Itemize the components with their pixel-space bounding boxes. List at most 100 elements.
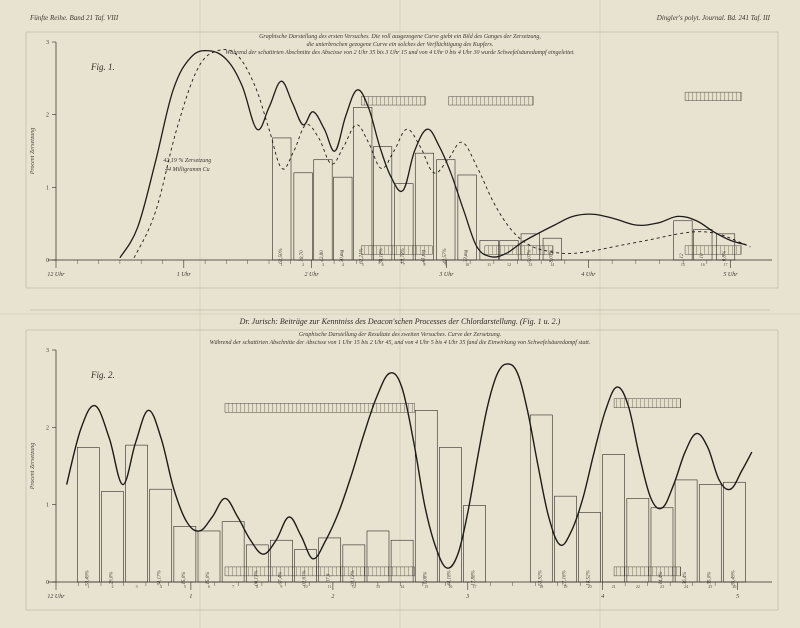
fig1-x-label: 5 Uhr xyxy=(723,272,738,278)
fig2-y-tick-label: 1 xyxy=(46,503,49,509)
fig1-x-label: 2 Uhr xyxy=(305,272,320,278)
fig1-bar-label: 0,07% xyxy=(527,250,532,263)
fig2-bar-index: 2 xyxy=(111,584,113,589)
fig2-bar-index: 25 xyxy=(708,584,712,589)
fig1-bar-index: 7 xyxy=(403,262,405,267)
fig1-x-label: 12 Uhr xyxy=(47,272,65,278)
fig2-y-label: Procent Zersetzung xyxy=(30,443,36,491)
fig1-x-label: 1 Uhr xyxy=(177,272,192,278)
fig1-legend: 42,19 % Zersetzung xyxy=(163,157,211,164)
fig2-y-tick-label: 3 xyxy=(46,348,49,354)
fig1-bar-index: 10 xyxy=(465,262,469,267)
fig2-y-tick-label: 2 xyxy=(46,425,49,431)
fig1-bar-index: 13 xyxy=(528,262,532,267)
fig2-bar-index: 6 xyxy=(208,584,210,589)
fig1-bar-index: 12 xyxy=(507,262,511,267)
fig1-bar-index: 8 xyxy=(423,262,425,267)
fig1-bar-index: 6 xyxy=(382,262,384,267)
fig2-bar-index: 4 xyxy=(160,584,162,589)
fig2-bar-index: 24 xyxy=(684,584,688,589)
mid-title: Dr. Jurisch: Beiträge zur Kenntniss des … xyxy=(239,317,561,326)
header-left: Fünfte Reihe. Band 21 Taf. VIII xyxy=(29,14,119,22)
fig1-y-tick-label: 3 xyxy=(46,40,49,46)
fig1-y-tick-label: 1 xyxy=(46,185,49,191)
fig2-x-label: 4 xyxy=(601,593,604,600)
fig2-x-label: 1 xyxy=(189,594,192,600)
fig1-bar-label: 10 xyxy=(700,253,705,259)
header-right: Dingler's polyt. Journal. Bd. 241 Taf. I… xyxy=(656,14,771,22)
fig1-x-label: 4 Uhr xyxy=(581,271,596,278)
fig2-bar-index: 12 xyxy=(352,584,356,589)
fig1-y-label: Procent Zersetzung xyxy=(30,128,36,176)
fig1-bar-label: 12 xyxy=(680,253,685,259)
fig2-bar-label: 07,4% xyxy=(278,572,283,585)
fig2-bar-index: 3 xyxy=(136,584,138,589)
fig2-bar-index: 5 xyxy=(184,584,186,589)
fig2-bar-label: 15,0% xyxy=(182,572,187,585)
fig1-bar-label: 38,70 xyxy=(300,250,305,262)
fig1-bar-index: 3 xyxy=(322,262,324,267)
plate-root: { "page": { "width": 800, "height": 628,… xyxy=(0,0,800,628)
fig1-bar-index: 15 xyxy=(681,262,685,267)
fig2-bar-index: 9 xyxy=(280,584,282,589)
fig2-caption: Während der schattirten Abschnitte der A… xyxy=(210,339,591,346)
fig2-bar-label: 35,0% xyxy=(707,572,712,585)
fig2-hatched-band xyxy=(225,403,415,412)
fig1-hatched-band xyxy=(685,92,741,101)
fig1-caption: Während der schattirten Abschnitte des A… xyxy=(225,49,574,56)
fig2-x-label: 12 Uhr xyxy=(47,594,65,600)
fig2-bar-index: 7 xyxy=(232,584,234,589)
fig2-bar-index: 23 xyxy=(660,584,664,589)
fig1-hatched-band xyxy=(361,97,425,106)
fig2-bar-index: 1 xyxy=(87,584,89,589)
fig2-bar-index: 8 xyxy=(256,584,258,589)
fig1-bar-label: 0,8% xyxy=(723,251,728,261)
fig2-bar-index: 22 xyxy=(636,584,640,589)
fig2-bar-index: 10 xyxy=(304,584,308,589)
fig2-bar-index: 18 xyxy=(539,584,543,589)
fig1-bar-index: 4 xyxy=(342,262,344,267)
fig1-caption: die unterbrochen gezogene Curve ein solc… xyxy=(307,41,494,48)
fig2-x-label: 5 xyxy=(736,594,739,600)
fig1-caption: Graphische Darstellung des ersten Versuc… xyxy=(259,34,541,40)
fig1-bar-index: 9 xyxy=(445,262,447,267)
fig2-bar-label: 07,6 xyxy=(327,573,332,582)
fig1-bar-label: 30,mg xyxy=(340,249,345,262)
fig2-bar-label: 15,0% xyxy=(206,572,211,585)
fig2-bar-label: 14,4% xyxy=(659,572,664,585)
fig1-legend: 44 Milligramm Cu xyxy=(165,166,210,173)
fig1-bar-index: 17 xyxy=(724,262,728,267)
fig2-caption: Graphische Darstellung der Resultate des… xyxy=(299,332,501,338)
fig2-x-label: 3 xyxy=(465,594,469,600)
fig1-bar-index: 1 xyxy=(281,262,283,267)
fig2-bar-index: 26 xyxy=(732,584,736,589)
fig2-bar-index: 20 xyxy=(588,584,592,589)
fig2-bar-index: 17 xyxy=(473,584,477,589)
fig2-hatched-band xyxy=(614,399,681,408)
fig1-y-tick-label: 2 xyxy=(46,113,49,119)
plate-svg: Fünfte Reihe. Band 21 Taf. VIII Dingler's… xyxy=(0,0,800,628)
fig2-bar-index: 13 xyxy=(376,584,380,589)
fig2-bar-index: 11 xyxy=(328,584,332,589)
fig2-hatched-band xyxy=(614,567,681,576)
fig1-bar-label: 33,mg xyxy=(464,249,469,262)
fig1-bar-index: 11 xyxy=(487,262,491,267)
fig1-label: Fig. 1. xyxy=(90,62,115,72)
fig2-x-label: 2 xyxy=(331,594,334,600)
fig1-bar-index: 16 xyxy=(701,262,705,267)
fig2-bar-index: 16 xyxy=(448,584,452,589)
fig1-bar-label: 41,mg xyxy=(421,249,426,262)
fig1-bar-label: 42,80 xyxy=(320,250,325,262)
fig1-bar-label: 8,07% xyxy=(549,250,554,263)
fig2-label: Fig. 2. xyxy=(90,370,115,380)
fig2-bar-index: 21 xyxy=(612,584,616,589)
fig2-y-tick-label: 0 xyxy=(46,580,49,586)
fig2-bar-label: 36,4% xyxy=(683,572,688,585)
fig2-bar-index: 14 xyxy=(400,584,404,589)
fig1-y-tick-label: 0 xyxy=(46,258,49,264)
fig1-bar-index: 2 xyxy=(302,262,304,267)
fig1-bar-index: 14 xyxy=(550,262,554,267)
fig1-bar-index: 5 xyxy=(362,262,364,267)
fig2-bar-label: 29,0% xyxy=(109,572,114,585)
fig2-bar-label: 1,08% xyxy=(423,572,428,585)
